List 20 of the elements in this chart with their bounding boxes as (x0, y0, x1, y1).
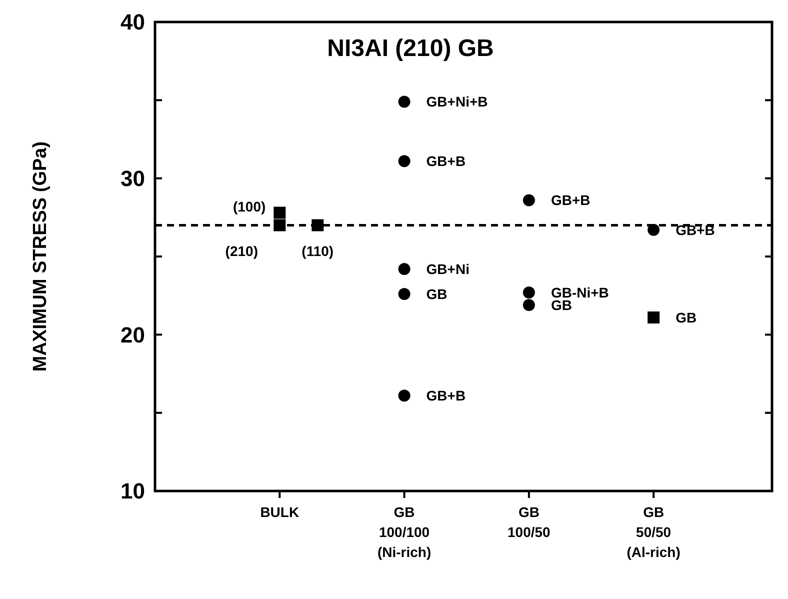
x-tick-label: GB 100/100 (Ni-rich) (377, 504, 432, 560)
annotation: GB+Ni (426, 260, 470, 277)
y-tick-label: 30 (120, 166, 145, 192)
annotation: (110) (302, 243, 334, 260)
annotation: GB (426, 286, 448, 302)
y-tick-label: 40 (120, 10, 145, 35)
annotation: (100) (232, 198, 266, 215)
annotation: GB+B (426, 388, 466, 404)
x-tick-label: BULK (260, 504, 300, 520)
y-axis-title: MAXIMUM STRESS (GPa) (30, 141, 51, 372)
annotation: (210) (225, 243, 258, 260)
annotation: GB+B (426, 153, 466, 170)
annotation: GB+B (550, 192, 590, 208)
text: NI3AI (210) GB (327, 35, 494, 62)
y-tick-label: 10 (120, 478, 145, 504)
annotation: GB+Ni+B (426, 94, 488, 110)
x-tick-label: GB 100/50 (508, 504, 551, 540)
annotation: GB (676, 309, 697, 326)
x-tick-label: GB 50/50 (Al-rich) (626, 504, 680, 560)
y-tick-label: 20 (120, 322, 145, 348)
